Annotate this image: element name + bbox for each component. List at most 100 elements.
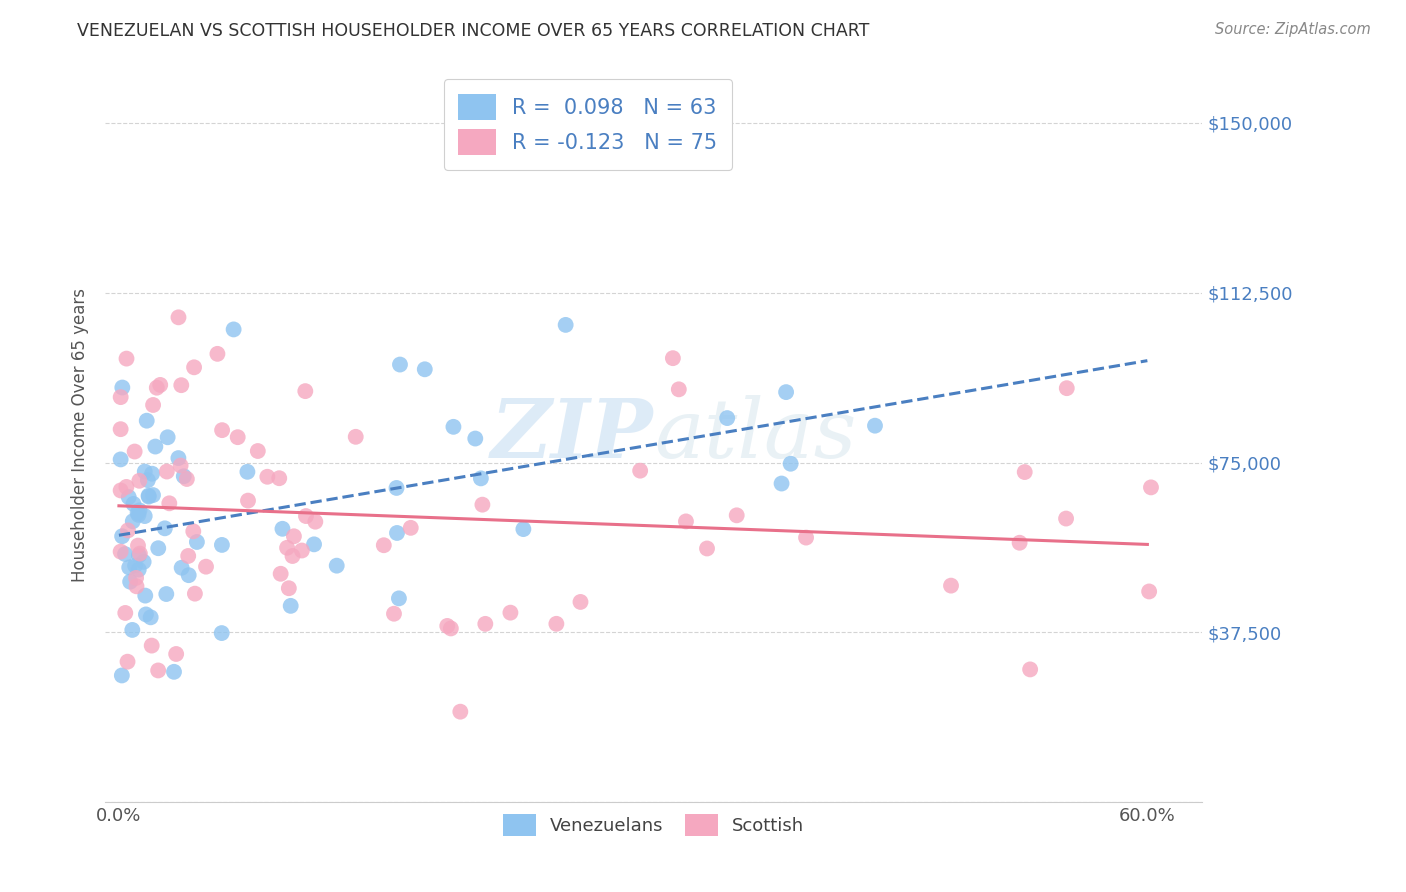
Point	[132, 555, 155, 569]
Point	[716, 411, 738, 425]
Point	[662, 351, 685, 366]
Point	[110, 390, 132, 404]
Point	[236, 493, 259, 508]
Point	[385, 525, 408, 540]
Point	[628, 464, 651, 478]
Point	[125, 579, 148, 593]
Point	[499, 606, 522, 620]
Point	[294, 384, 316, 398]
Point	[124, 444, 146, 458]
Point	[280, 599, 302, 613]
Point	[382, 607, 405, 621]
Point	[325, 558, 347, 573]
Point	[114, 547, 136, 561]
Point	[1019, 662, 1042, 676]
Point	[775, 385, 797, 400]
Point	[449, 705, 471, 719]
Point	[195, 559, 218, 574]
Point	[184, 587, 207, 601]
Point	[169, 458, 191, 473]
Point	[569, 595, 592, 609]
Text: ZIP: ZIP	[491, 395, 654, 475]
Point	[148, 541, 170, 556]
Point	[176, 472, 198, 486]
Point	[512, 522, 534, 536]
Point	[111, 529, 134, 543]
Point	[170, 560, 193, 574]
Point	[173, 469, 195, 483]
Point	[167, 310, 190, 325]
Point	[138, 490, 160, 504]
Point	[111, 380, 134, 394]
Text: Source: ZipAtlas.com: Source: ZipAtlas.com	[1215, 22, 1371, 37]
Point	[222, 322, 245, 336]
Point	[146, 664, 169, 678]
Point	[156, 430, 179, 444]
Point	[141, 467, 163, 481]
Point	[128, 503, 150, 517]
Point	[128, 474, 150, 488]
Point	[295, 509, 318, 524]
Point	[110, 452, 132, 467]
Point	[117, 524, 139, 538]
Point	[139, 610, 162, 624]
Point	[170, 378, 193, 392]
Legend: Venezuelans, Scottish: Venezuelans, Scottish	[494, 805, 813, 845]
Point	[373, 538, 395, 552]
Point	[440, 622, 463, 636]
Point	[128, 549, 150, 563]
Point	[155, 587, 177, 601]
Point	[794, 531, 817, 545]
Point	[127, 508, 149, 522]
Point	[120, 574, 142, 589]
Point	[153, 521, 176, 535]
Point	[413, 362, 436, 376]
Y-axis label: Householder Income Over 65 years: Householder Income Over 65 years	[72, 288, 89, 582]
Point	[146, 381, 169, 395]
Point	[207, 347, 229, 361]
Point	[399, 521, 422, 535]
Point	[277, 581, 299, 595]
Point	[779, 457, 801, 471]
Point	[696, 541, 718, 556]
Point	[186, 535, 208, 549]
Point	[142, 488, 165, 502]
Point	[271, 522, 294, 536]
Point	[115, 351, 138, 366]
Point	[142, 398, 165, 412]
Point	[143, 440, 166, 454]
Point	[770, 476, 793, 491]
Point	[121, 623, 143, 637]
Point	[128, 547, 150, 561]
Point	[165, 647, 187, 661]
Point	[436, 619, 458, 633]
Point	[246, 444, 269, 458]
Point	[344, 430, 367, 444]
Point	[149, 378, 172, 392]
Point	[157, 496, 180, 510]
Point	[110, 483, 132, 498]
Point	[276, 541, 298, 555]
Point	[1008, 535, 1031, 549]
Point	[291, 543, 314, 558]
Point	[177, 568, 200, 582]
Point	[236, 465, 259, 479]
Point	[125, 571, 148, 585]
Point	[256, 469, 278, 483]
Point	[181, 524, 204, 539]
Point	[128, 563, 150, 577]
Point	[117, 655, 139, 669]
Point	[1014, 465, 1036, 479]
Point	[115, 480, 138, 494]
Point	[725, 508, 748, 523]
Point	[177, 549, 200, 563]
Point	[167, 451, 190, 466]
Point	[127, 539, 149, 553]
Point	[156, 465, 179, 479]
Point	[281, 549, 304, 563]
Point	[464, 432, 486, 446]
Point	[304, 515, 326, 529]
Point	[141, 639, 163, 653]
Point	[668, 382, 690, 396]
Point	[138, 489, 160, 503]
